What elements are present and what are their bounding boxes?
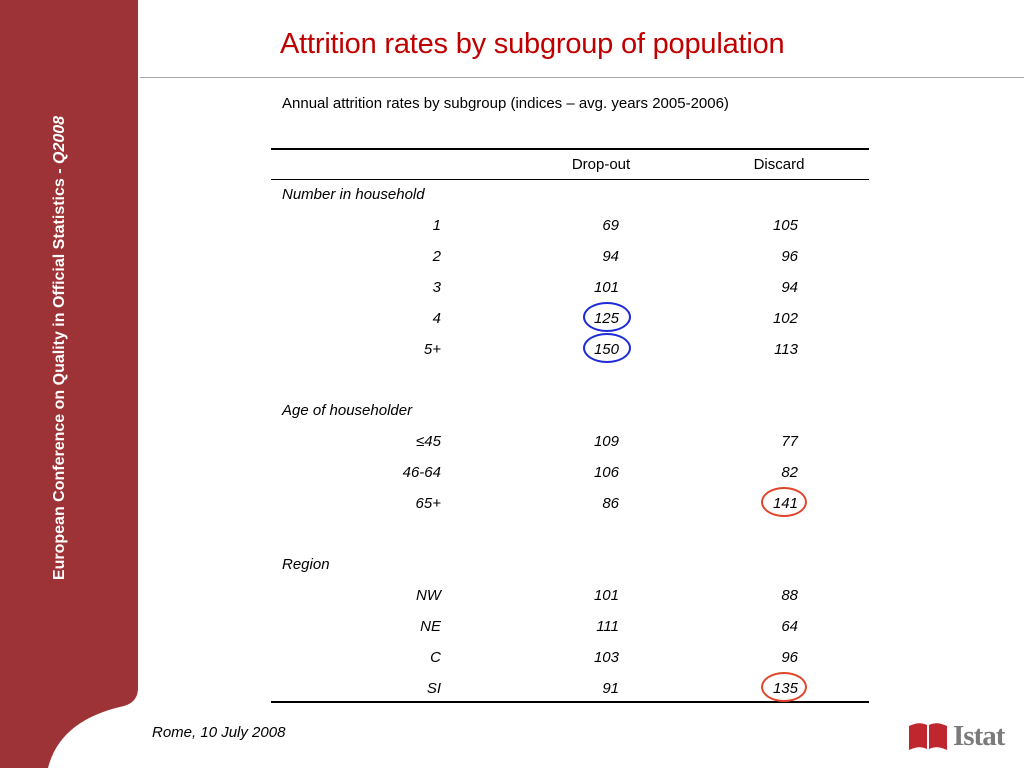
dropout-value: 101 xyxy=(593,279,619,296)
conference-sidebar xyxy=(0,0,138,768)
dropout-value: 111 xyxy=(596,618,619,635)
table-row: 5+ 150 113 xyxy=(271,334,869,365)
dropout-value: 109 xyxy=(593,433,619,450)
row-label: C xyxy=(430,649,441,666)
row-label: 5+ xyxy=(423,341,441,358)
group-label: Age of householder xyxy=(282,402,413,419)
table-row: 2 94 96 xyxy=(271,241,869,272)
discard-value: 96 xyxy=(781,248,798,265)
row-label: 65+ xyxy=(415,495,441,512)
discard-value: 77 xyxy=(781,433,798,450)
row-label: NE xyxy=(420,618,441,635)
table-row: 3 101 94 xyxy=(271,272,869,303)
logo-wordmark: Istat xyxy=(953,720,1005,752)
row-label: 1 xyxy=(432,217,441,234)
sidebar-band xyxy=(0,0,138,768)
discard-value: 64 xyxy=(781,618,798,635)
logo-leaf-right xyxy=(929,723,947,750)
discard-value: 105 xyxy=(772,217,798,234)
group-header-row: Region xyxy=(271,549,869,580)
dropout-value: 94 xyxy=(602,248,619,265)
highlight-circle-discard-si xyxy=(761,672,807,702)
row-label: 3 xyxy=(432,279,441,296)
row-label: SI xyxy=(426,680,441,697)
highlight-circle-discard-65plus xyxy=(761,487,807,517)
highlight-circle-dropout-5plus xyxy=(583,333,631,363)
dropout-value: 106 xyxy=(593,464,619,481)
discard-value: 94 xyxy=(781,279,798,296)
discard-value: 88 xyxy=(781,587,798,604)
column-header-discard: Discard xyxy=(753,156,805,173)
group-header-row: Age of householder xyxy=(271,395,869,426)
group-label: Number in household xyxy=(282,186,425,203)
conference-year: Q2008 xyxy=(51,115,68,164)
table-top-rule xyxy=(271,148,869,150)
table-row: 46-64 106 82 xyxy=(271,457,869,488)
slide-title: Attrition rates by subgroup of populatio… xyxy=(280,28,785,60)
istat-logo: Istat xyxy=(907,718,1011,754)
table-row: ≤45 109 77 xyxy=(271,426,869,457)
discard-value: 96 xyxy=(781,649,798,666)
logo-leaf-left xyxy=(909,723,927,750)
table-row: C 103 96 xyxy=(271,642,869,673)
discard-value: 102 xyxy=(772,310,798,327)
row-label: ≤45 xyxy=(416,433,441,450)
dropout-value: 91 xyxy=(602,680,619,697)
table-row: 4 125 102 xyxy=(271,303,869,334)
dropout-value: 86 xyxy=(602,495,619,512)
group-header-row: Number in household xyxy=(271,179,869,210)
row-label: 4 xyxy=(432,310,441,327)
column-header-dropout: Drop-out xyxy=(571,156,631,173)
discard-value: 82 xyxy=(781,464,798,481)
istat-logo-mark xyxy=(909,723,947,750)
table-header-rule xyxy=(271,179,869,180)
title-divider xyxy=(140,77,1024,78)
table-row: 1 69 105 xyxy=(271,210,869,241)
row-label: 46-64 xyxy=(402,464,441,481)
row-label: NW xyxy=(416,587,441,604)
row-label: 2 xyxy=(432,248,441,265)
dropout-value: 69 xyxy=(602,217,619,234)
discard-value: 113 xyxy=(774,341,798,358)
table-row: NE 111 64 xyxy=(271,611,869,642)
dropout-value: 101 xyxy=(593,587,619,604)
footer-date: Rome, 10 July 2008 xyxy=(152,724,286,741)
group-label: Region xyxy=(282,556,330,573)
dropout-value: 103 xyxy=(593,649,619,666)
highlight-circle-dropout-4 xyxy=(583,302,631,332)
table-caption: Annual attrition rates by subgroup (indi… xyxy=(282,95,729,112)
conference-name: European Conference on Quality in Offici… xyxy=(51,115,68,581)
table-row: NW 101 88 xyxy=(271,580,869,611)
table-bottom-rule xyxy=(271,701,869,703)
